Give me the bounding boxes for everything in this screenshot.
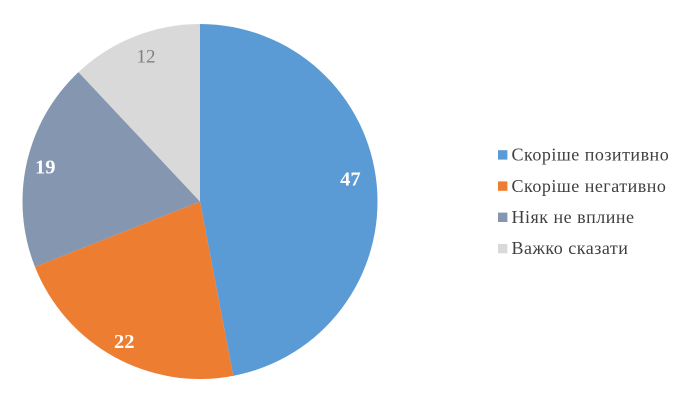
svg-text:Скоріше негативно: Скоріше негативно (512, 176, 667, 196)
svg-text:19: 19 (35, 157, 56, 179)
svg-text:47: 47 (340, 169, 361, 191)
svg-text:12: 12 (137, 47, 156, 68)
svg-text:Скоріше позитивно: Скоріше позитивно (512, 145, 670, 165)
svg-text:Важко сказати: Важко сказати (512, 238, 629, 258)
svg-text:22: 22 (114, 331, 135, 353)
svg-text:Ніяк не вплине: Ніяк не вплине (512, 207, 635, 227)
